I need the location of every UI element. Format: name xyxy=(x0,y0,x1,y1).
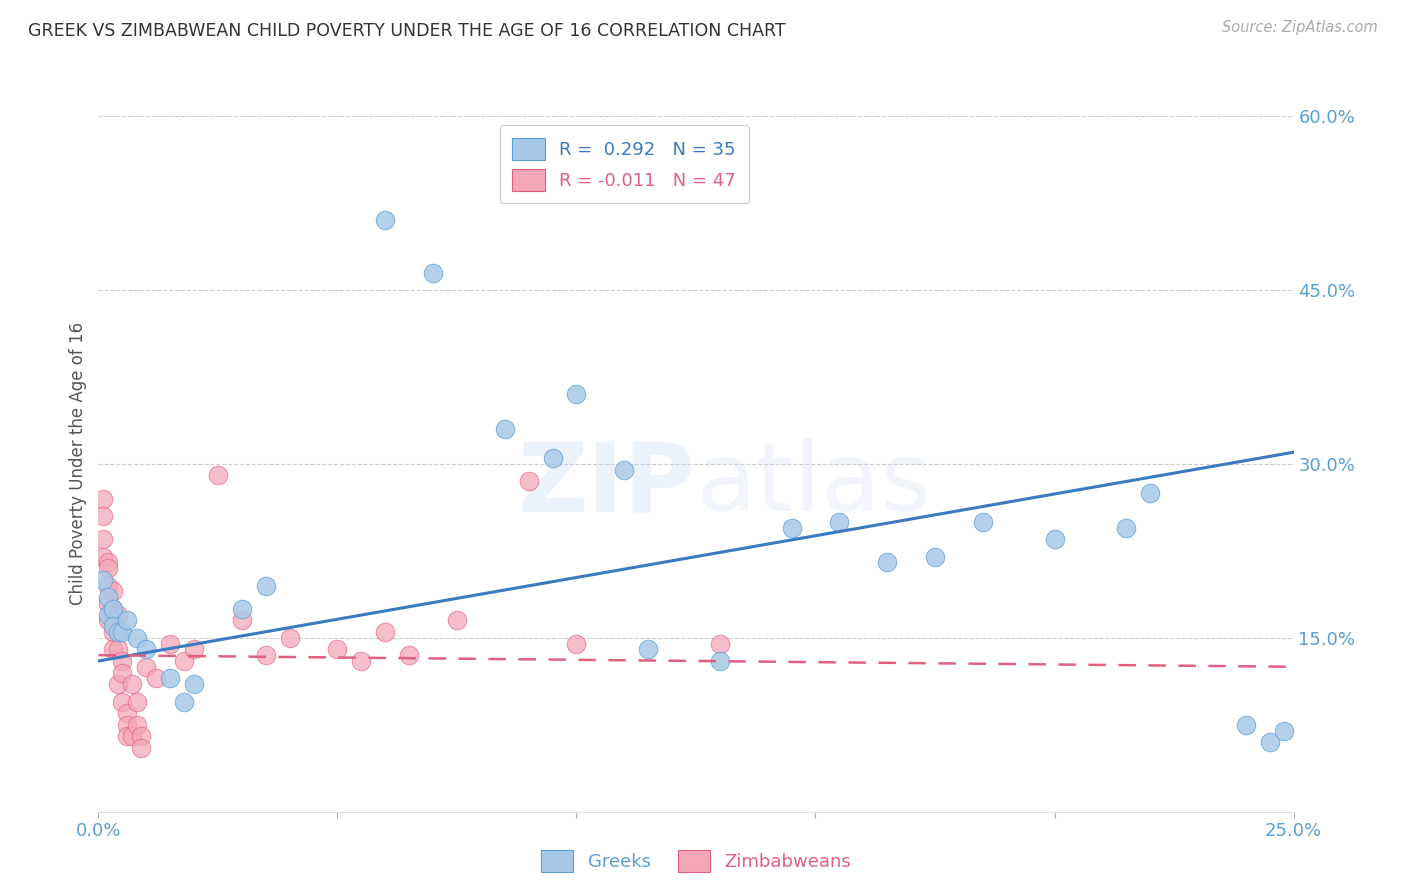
Point xyxy=(115,730,138,744)
Point xyxy=(101,642,124,657)
Point xyxy=(1234,717,1257,731)
Point xyxy=(101,584,124,599)
Point xyxy=(101,624,124,639)
Point xyxy=(97,596,120,610)
Point xyxy=(107,607,129,622)
Point xyxy=(97,591,120,605)
Point xyxy=(125,717,148,731)
Point xyxy=(97,578,120,592)
Point xyxy=(541,450,564,465)
Text: ZIP: ZIP xyxy=(517,438,696,532)
Point xyxy=(828,515,851,529)
Point xyxy=(565,387,588,401)
Point xyxy=(207,468,229,483)
Point xyxy=(254,578,277,592)
Point xyxy=(326,642,349,657)
Point xyxy=(1043,532,1066,546)
Point xyxy=(97,614,120,628)
Point xyxy=(637,642,659,657)
Point xyxy=(121,677,143,691)
Point xyxy=(91,508,114,523)
Legend: Greeks, Zimbabweans: Greeks, Zimbabweans xyxy=(530,839,862,883)
Point xyxy=(565,637,588,651)
Text: Source: ZipAtlas.com: Source: ZipAtlas.com xyxy=(1222,20,1378,35)
Point xyxy=(91,573,114,587)
Point xyxy=(145,671,167,685)
Point xyxy=(254,648,277,662)
Point xyxy=(159,637,181,651)
Point xyxy=(231,614,253,628)
Point xyxy=(107,677,129,691)
Point xyxy=(613,462,636,476)
Point xyxy=(374,213,396,227)
Point xyxy=(111,624,134,639)
Point xyxy=(115,706,138,721)
Point xyxy=(107,624,129,639)
Point xyxy=(101,614,124,628)
Point xyxy=(422,266,444,280)
Point xyxy=(1115,520,1137,534)
Point xyxy=(91,491,114,506)
Y-axis label: Child Poverty Under the Age of 16: Child Poverty Under the Age of 16 xyxy=(69,322,87,606)
Point xyxy=(1258,735,1281,749)
Point xyxy=(183,642,205,657)
Point xyxy=(101,619,124,633)
Point xyxy=(111,665,134,680)
Point xyxy=(101,601,124,615)
Point xyxy=(1139,485,1161,500)
Point xyxy=(924,549,946,564)
Point xyxy=(135,660,157,674)
Point xyxy=(91,532,114,546)
Point xyxy=(173,654,195,668)
Point xyxy=(709,654,731,668)
Text: atlas: atlas xyxy=(696,438,931,532)
Point xyxy=(121,730,143,744)
Point xyxy=(398,648,420,662)
Point xyxy=(97,607,120,622)
Point xyxy=(1272,723,1295,738)
Point xyxy=(115,717,138,731)
Point xyxy=(111,694,134,708)
Point xyxy=(350,654,373,668)
Point xyxy=(125,631,148,645)
Point xyxy=(125,694,148,708)
Point xyxy=(173,694,195,708)
Point xyxy=(97,555,120,569)
Point xyxy=(446,614,468,628)
Point xyxy=(135,642,157,657)
Point xyxy=(780,520,803,534)
Text: GREEK VS ZIMBABWEAN CHILD POVERTY UNDER THE AGE OF 16 CORRELATION CHART: GREEK VS ZIMBABWEAN CHILD POVERTY UNDER … xyxy=(28,22,786,40)
Point xyxy=(278,631,301,645)
Point xyxy=(517,475,540,489)
Point xyxy=(374,624,396,639)
Point xyxy=(97,561,120,575)
Point xyxy=(131,740,153,755)
Point xyxy=(709,637,731,651)
Point xyxy=(107,642,129,657)
Point xyxy=(131,730,153,744)
Point xyxy=(101,601,124,615)
Point xyxy=(107,624,129,639)
Point xyxy=(183,677,205,691)
Point xyxy=(972,515,994,529)
Point xyxy=(159,671,181,685)
Point xyxy=(231,601,253,615)
Point xyxy=(91,549,114,564)
Point xyxy=(115,614,138,628)
Point xyxy=(111,654,134,668)
Point xyxy=(494,422,516,436)
Point xyxy=(876,555,898,569)
